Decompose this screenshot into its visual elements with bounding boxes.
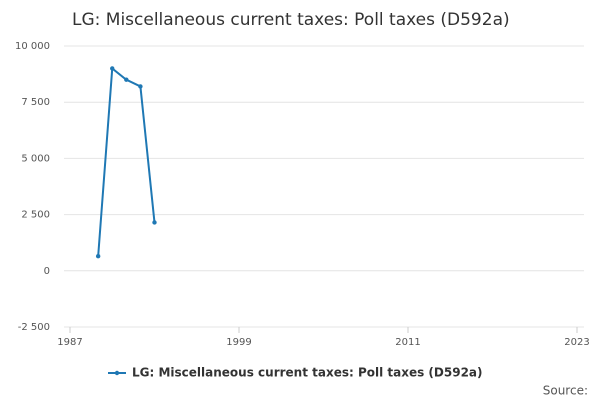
x-tick-label: 2023 <box>564 337 589 348</box>
x-tick-label: 2011 <box>395 337 420 348</box>
y-tick-label: 2 500 <box>21 210 50 221</box>
x-tick-label: 1987 <box>57 337 82 348</box>
chart-title: LG: Miscellaneous current taxes: Poll ta… <box>72 10 510 30</box>
data-point <box>124 77 129 82</box>
y-tick-label: -2 500 <box>18 322 50 333</box>
data-point <box>95 253 101 259</box>
y-tick-label: 10 000 <box>15 41 50 52</box>
y-tick-label: 0 <box>44 266 50 277</box>
legend-label: LG: Miscellaneous current taxes: Poll ta… <box>132 366 483 380</box>
y-tick-label: 7 500 <box>21 97 50 108</box>
data-point <box>152 220 157 225</box>
data-point <box>138 84 143 89</box>
data-point <box>110 66 115 71</box>
x-tick-label: 1999 <box>226 337 251 348</box>
source: Source: <box>543 384 588 398</box>
series-line <box>97 66 156 257</box>
legend-marker <box>114 370 120 376</box>
y-tick-label: 5 000 <box>21 153 50 164</box>
